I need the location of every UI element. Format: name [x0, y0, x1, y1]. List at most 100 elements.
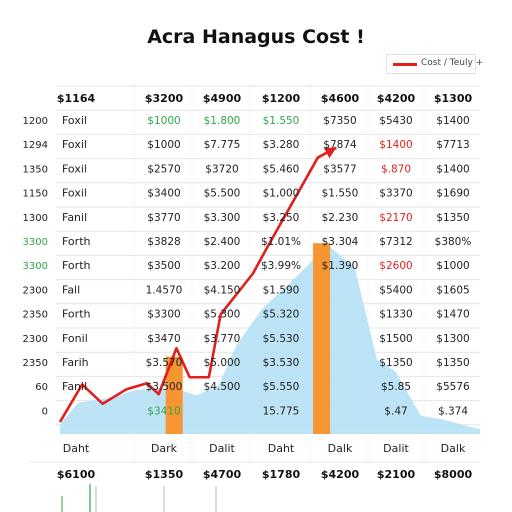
table-cell: $1470: [436, 309, 469, 321]
row-label: Fanil: [62, 380, 87, 393]
header-cell: $4200: [377, 92, 416, 105]
footer-cell: $4700: [203, 468, 242, 481]
chart-title: Acra Hanagus Cost !: [147, 26, 365, 48]
table-cell: $7.775: [204, 139, 241, 151]
table-cell: $5.550: [263, 381, 300, 393]
y-tick-label: 1294: [23, 140, 48, 151]
table-cell: $7713: [436, 139, 469, 151]
table-cell: $3400: [147, 188, 180, 200]
table-cell: $1.590: [263, 284, 300, 296]
table-cell: $1350: [436, 357, 469, 369]
header-cell: $1300: [434, 92, 473, 105]
table-cell: $1400: [436, 163, 469, 175]
row-label: Fonil: [62, 332, 88, 345]
table-cell: $1000: [436, 260, 469, 272]
table-cell: $5.320: [263, 309, 300, 321]
x-tick-label: Dalk: [441, 442, 466, 455]
table-cell: $.374: [438, 405, 468, 417]
x-tick-label: Dalk: [328, 442, 353, 455]
header-cell: $3200: [145, 92, 184, 105]
y-tick-label: 1300: [23, 213, 48, 224]
y-tick-label: 1350: [23, 164, 48, 175]
table-cell: $3.99%: [261, 260, 301, 272]
table-cell: $5.300: [204, 309, 241, 321]
row-label: Forth: [62, 235, 91, 248]
table-cell: $1330: [379, 309, 412, 321]
x-tick-label: Daht: [268, 442, 295, 455]
table-cell: $1350: [379, 357, 412, 369]
y-tick-label: 0: [42, 406, 48, 417]
table-cell: $.47: [384, 405, 407, 417]
table-cell: $3.304: [322, 236, 359, 248]
table-cell: $1690: [436, 188, 469, 200]
table-cell: $3828: [147, 236, 180, 248]
bar-0: [165, 356, 183, 434]
table-cell: $5.500: [204, 188, 241, 200]
row-label: Forth: [62, 259, 91, 272]
table-cell: $7350: [323, 115, 356, 127]
legend-label: Cost / Teuly +: [421, 58, 484, 68]
legend-line-swatch: [393, 63, 417, 66]
table-cell: $3.300: [204, 212, 241, 224]
x-tick-label: Dalit: [209, 442, 235, 455]
header-cell: $1164: [57, 92, 96, 105]
table-cell: $5430: [379, 115, 412, 127]
table-cell: $1000: [147, 139, 180, 151]
y-tick-label: 1200: [23, 116, 48, 127]
y-tick-label: 3300: [23, 261, 48, 272]
table-cell: $3.280: [263, 139, 300, 151]
footer-cell: $1350: [145, 468, 184, 481]
table-cell: $3410: [147, 405, 180, 417]
table-cell: $1605: [436, 284, 469, 296]
table-cell: $5.530: [263, 333, 300, 345]
x-tick-label: Dalit: [383, 442, 409, 455]
table-cell: $3.500: [146, 381, 183, 393]
row-label: Foxil: [62, 162, 87, 175]
table-cell: $5.000: [204, 357, 241, 369]
table-cell: $2600: [379, 260, 412, 272]
table-cell: 1.4570: [146, 284, 183, 296]
table-cell: $1500: [379, 333, 412, 345]
header-cell: $4600: [321, 92, 360, 105]
table-cell: $2.230: [322, 212, 359, 224]
table-cell: $5576: [436, 381, 470, 393]
table-cell: $5.460: [263, 163, 300, 175]
y-tick-label: 2350: [23, 310, 48, 321]
table-cell: $3470: [147, 333, 180, 345]
table-cell: $1,000: [263, 188, 300, 200]
y-tick-label: 2350: [23, 358, 48, 369]
table-cell: $3.250: [263, 212, 300, 224]
y-tick-label: 1150: [23, 189, 48, 200]
y-tick-label: 2300: [23, 285, 48, 296]
row-label: Foxil: [62, 138, 87, 151]
table-cell: $7874: [323, 139, 357, 151]
row-label: Fanil: [62, 211, 87, 224]
table-cell: $1.390: [322, 260, 359, 272]
table-cell: $4.150: [204, 284, 241, 296]
table-cell: $.870: [381, 163, 411, 175]
y-tick-label: 3300: [23, 237, 48, 248]
table-cell: $3720: [205, 163, 238, 175]
table-cell: $3.200: [204, 260, 241, 272]
table-cell: $3370: [379, 188, 412, 200]
table-cell: $1300: [436, 333, 469, 345]
table-cell: $5400: [379, 284, 412, 296]
table-cell: $3300: [147, 309, 180, 321]
row-label: Foxil: [62, 187, 87, 200]
footer-cell: $2100: [377, 468, 416, 481]
footer-cell: $1780: [262, 468, 301, 481]
table-cell: $3.770: [204, 333, 241, 345]
table-cell: $2.400: [204, 236, 241, 248]
footer-cell: $4200: [321, 468, 360, 481]
table-cell: $1350: [436, 212, 469, 224]
footer-cell: $8000: [434, 468, 473, 481]
header-cell: $4900: [203, 92, 242, 105]
bar-1: [313, 243, 331, 434]
y-tick-label: 2300: [23, 334, 48, 345]
area-series: [60, 243, 480, 434]
table-cell: $1000: [147, 115, 180, 127]
x-tick-label: Daht: [63, 442, 90, 455]
y-tick-label: 60: [35, 382, 48, 393]
table-cell: $3.570: [146, 357, 183, 369]
